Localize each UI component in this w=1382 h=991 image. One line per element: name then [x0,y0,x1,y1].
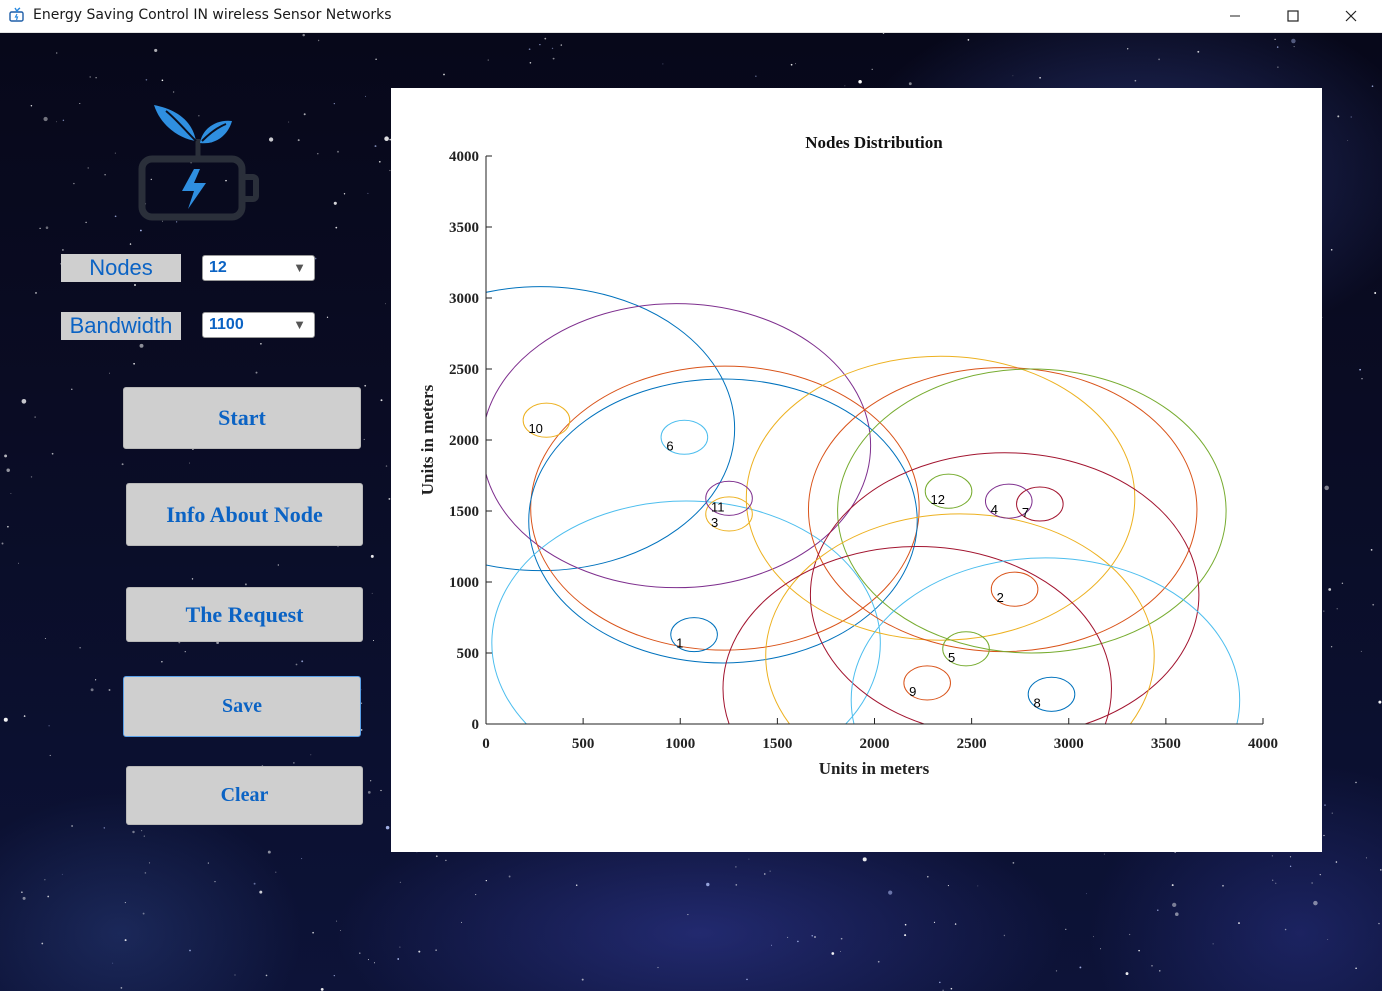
plot-panel: Nodes Distribution Units in meters Units… [391,88,1322,852]
node-range-circle [942,631,990,667]
node-range-circle [670,617,718,653]
save-button[interactable]: Save [123,676,361,737]
node-range-circle [705,496,753,532]
the-request-button[interactable]: The Request [126,587,363,642]
nodes-dropdown-value: 12 [209,259,227,276]
coverage-circle-5 [491,500,881,724]
x-tick-label: 2000 [860,736,890,752]
node-range-circle [984,483,1033,519]
node-label: 7 [1022,505,1029,520]
node-label: 1 [676,636,683,651]
node-range-circle [903,665,951,701]
node-label: 4 [991,502,998,517]
app-icon [9,7,24,22]
node-label: 2 [997,590,1004,605]
coverage-circle-9 [809,452,1200,724]
node-label: 8 [1033,695,1040,710]
y-axis-label: Units in meters [418,384,437,495]
plant-battery-icon [138,105,259,221]
bandwidth-label: Bandwidth [61,312,181,340]
coverage-circle-11 [722,546,1112,724]
x-axis-label: Units in meters [819,759,930,778]
coverage-circle-1 [486,286,736,572]
maximize-icon [1287,10,1299,22]
y-tick-label: 2000 [449,433,479,449]
node-label: 11 [711,499,725,514]
coverage-circle-6 [745,355,1136,641]
x-tick-label: 3500 [1151,736,1181,752]
main-window: Nodes 12 ▼ Bandwidth 1100 ▼ Start Info A… [0,33,1382,991]
node-range-circle [522,402,571,438]
clear-button[interactable]: Clear [126,766,363,825]
bandwidth-dropdown-value: 1100 [209,316,244,333]
title-bar: Energy Saving Control IN wireless Sensor… [0,0,1382,33]
coverage-circle-10 [765,513,1155,724]
x-tick-label: 4000 [1248,736,1278,752]
y-tick-label: 4000 [449,149,479,165]
node-label: 9 [909,684,916,699]
y-tick-label: 0 [472,717,480,733]
window-title: Energy Saving Control IN wireless Sensor… [33,7,392,23]
nodes-label: Nodes [61,254,181,282]
coverage-circle-3 [530,365,920,651]
node-label: 10 [528,421,542,436]
coverage-circle-12 [850,557,1241,724]
x-tick-label: 3000 [1054,736,1084,752]
node-label: 5 [948,650,955,665]
nodes-dropdown[interactable]: 12 ▼ [202,255,315,281]
node-range-circle [924,473,973,509]
x-tick-label: 0 [482,736,490,752]
bandwidth-dropdown[interactable]: 1100 ▼ [202,312,315,338]
node-label: 6 [666,438,673,453]
node-range-circle [1027,676,1076,712]
close-button[interactable] [1328,0,1374,32]
node-label: 12 [931,492,945,507]
y-tick-label: 1000 [449,575,479,591]
info-about-node-button[interactable]: Info About Node [126,483,363,546]
node-range-circle [990,571,1039,607]
y-tick-label: 3000 [449,291,479,307]
start-button[interactable]: Start [123,387,361,449]
node-range-circle [1016,486,1064,522]
coverage-circle-7 [807,367,1198,653]
close-icon [1345,10,1357,22]
x-tick-label: 2500 [957,736,987,752]
chevron-down-icon: ▼ [293,260,306,275]
node-range-circle [660,419,709,455]
y-tick-label: 3500 [449,220,479,236]
x-tick-label: 1000 [665,736,695,752]
chevron-down-icon: ▼ [293,317,306,332]
node-range-circle [705,480,753,516]
maximize-button[interactable] [1270,0,1316,32]
y-tick-label: 1500 [449,504,479,520]
coverage-circle-8 [837,368,1227,654]
x-tick-label: 500 [572,736,595,752]
y-tick-label: 500 [457,646,480,662]
coverage-circle-2 [486,303,872,589]
nodes-distribution-chart: Nodes Distribution Units in meters Units… [418,133,1278,778]
coverage-circle-4 [528,378,918,664]
minimize-icon [1230,15,1240,17]
y-tick-label: 2500 [449,362,479,378]
node-label: 3 [711,515,718,530]
minimize-button[interactable] [1212,0,1258,32]
x-tick-label: 1500 [762,736,792,752]
chart-title: Nodes Distribution [805,133,943,152]
